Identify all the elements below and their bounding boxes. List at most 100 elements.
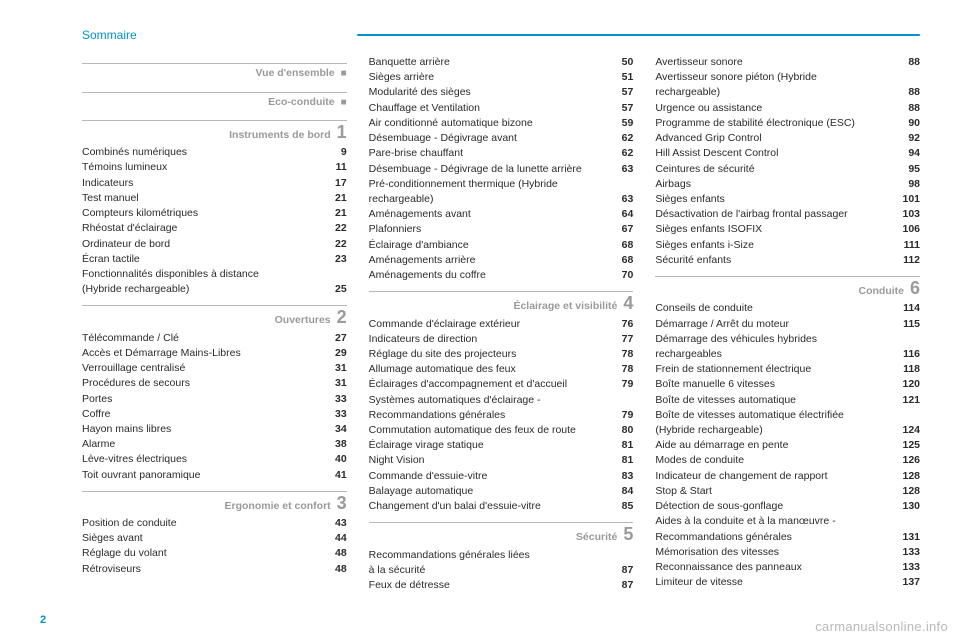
toc-label: Télécommande / Clé xyxy=(82,331,325,346)
toc-label: Hill Assist Descent Control xyxy=(655,146,898,161)
toc-row: Détection de sous-gonflage130 xyxy=(655,499,920,514)
toc-label: Commande d'éclairage extérieur xyxy=(369,317,612,332)
toc-page: 62 xyxy=(611,146,633,161)
toc-label: Airbags xyxy=(655,177,898,192)
header-title: Sommaire xyxy=(82,28,137,42)
toc-row: Réglage du site des projecteurs78 xyxy=(369,347,634,362)
toc-page: 48 xyxy=(325,562,347,577)
toc-page: 133 xyxy=(898,560,920,575)
toc-row: Verrouillage centralisé31 xyxy=(82,361,347,376)
toc-page: 22 xyxy=(325,221,347,236)
toc-label: Aide au démarrage en pente xyxy=(655,438,898,453)
toc-label: rechargeable) xyxy=(655,85,898,100)
toc-page: 116 xyxy=(898,347,920,362)
toc-label: Rhéostat d'éclairage xyxy=(82,221,325,236)
toc-row: Procédures de secours31 xyxy=(82,376,347,391)
section-divider xyxy=(82,491,347,492)
toc-row: Lève-vitres électriques40 xyxy=(82,452,347,467)
section-title: Sécurité xyxy=(576,530,617,545)
toc-row: Éclairage virage statique81 xyxy=(369,438,634,453)
toc-label: Procédures de secours xyxy=(82,376,325,391)
toc-page: 124 xyxy=(898,423,920,438)
toc-page: 21 xyxy=(325,191,347,206)
toc-label: Sécurité enfants xyxy=(655,253,898,268)
toc-label: Urgence ou assistance xyxy=(655,101,898,116)
section-title: Eco-conduite xyxy=(268,95,335,110)
toc-page: 88 xyxy=(898,85,920,100)
toc-page: 85 xyxy=(611,499,633,514)
toc-row: Test manuel21 xyxy=(82,191,347,206)
toc-row: Éclairage d'ambiance68 xyxy=(369,238,634,253)
toc-row: Réglage du volant48 xyxy=(82,546,347,561)
toc-page: 90 xyxy=(898,116,920,131)
toc-page: 92 xyxy=(898,131,920,146)
toc-row: Pare-brise chauffant62 xyxy=(369,146,634,161)
toc-col-1: Vue d'ensemble■Eco-conduite■Instruments … xyxy=(82,55,347,600)
toc-row: Banquette arrière50 xyxy=(369,55,634,70)
footer-link: carmanualsonline.info xyxy=(815,619,948,634)
toc-row: Démarrage des véhicules hybrides xyxy=(655,332,920,347)
toc-row: Sièges enfants i-Size111 xyxy=(655,238,920,253)
toc-page: 81 xyxy=(611,438,633,453)
toc-label: (Hybride rechargeable) xyxy=(655,423,898,438)
toc-label: Avertisseur sonore piéton (Hybride xyxy=(655,70,898,85)
toc-page: 31 xyxy=(325,361,347,376)
toc-label: Sièges avant xyxy=(82,531,325,546)
toc-page: 33 xyxy=(325,392,347,407)
toc-page: 48 xyxy=(325,546,347,561)
toc-row: Recommandations générales79 xyxy=(369,408,634,423)
toc-page: 114 xyxy=(898,301,920,316)
toc-page: 121 xyxy=(898,393,920,408)
toc-row: Aides à la conduite et à la manœuvre - xyxy=(655,514,920,529)
toc-label: Indicateur de changement de rapport xyxy=(655,469,898,484)
toc-label: Pré-conditionnement thermique (Hybride xyxy=(369,177,612,192)
section-number: 1 xyxy=(337,123,347,141)
toc-label: Éclairage d'ambiance xyxy=(369,238,612,253)
toc-page: 17 xyxy=(325,176,347,191)
section-number: 3 xyxy=(337,494,347,512)
section-divider xyxy=(369,522,634,523)
toc-row: Indicateur de changement de rapport128 xyxy=(655,469,920,484)
toc-page: 78 xyxy=(611,347,633,362)
toc-row: Fonctionnalités disponibles à distance xyxy=(82,267,347,282)
toc-label: Rétroviseurs xyxy=(82,562,325,577)
toc-page: 128 xyxy=(898,484,920,499)
toc-row: Hayon mains libres34 xyxy=(82,422,347,437)
toc-label: Alarme xyxy=(82,437,325,452)
toc-row: Night Vision81 xyxy=(369,453,634,468)
section-title: Conduite xyxy=(859,284,905,299)
toc-label: Modes de conduite xyxy=(655,453,898,468)
toc-row: Ceintures de sécurité95 xyxy=(655,162,920,177)
toc-row: rechargeables116 xyxy=(655,347,920,362)
toc-row: à la sécurité87 xyxy=(369,563,634,578)
toc-row: Rhéostat d'éclairage22 xyxy=(82,221,347,236)
toc-page: 112 xyxy=(898,253,920,268)
toc-label: Systèmes automatiques d'éclairage - xyxy=(369,393,612,408)
toc-row: Avertisseur sonore piéton (Hybride xyxy=(655,70,920,85)
toc-label: Reconnaissance des panneaux xyxy=(655,560,898,575)
toc-page: 27 xyxy=(325,331,347,346)
toc-page: 95 xyxy=(898,162,920,177)
section-title: Ouvertures xyxy=(275,313,331,328)
toc-page: 62 xyxy=(611,131,633,146)
toc-label: Advanced Grip Control xyxy=(655,131,898,146)
toc-label: Sièges enfants i-Size xyxy=(655,238,898,253)
toc-row: Advanced Grip Control92 xyxy=(655,131,920,146)
toc-label: Commande d'essuie-vitre xyxy=(369,469,612,484)
header-line xyxy=(357,34,920,36)
toc-page: 21 xyxy=(325,206,347,221)
section-head: Éclairage et visibilité4 xyxy=(369,294,634,314)
toc-columns: Vue d'ensemble■Eco-conduite■Instruments … xyxy=(82,55,920,600)
toc-row: Recommandations générales liées xyxy=(369,548,634,563)
section-divider xyxy=(82,120,347,121)
toc-label: (Hybride rechargeable) xyxy=(82,282,325,297)
section-divider xyxy=(82,305,347,306)
toc-label: Night Vision xyxy=(369,453,612,468)
toc-page: 44 xyxy=(325,531,347,546)
section-number: 5 xyxy=(623,525,633,543)
toc-page: 68 xyxy=(611,238,633,253)
toc-page: 29 xyxy=(325,346,347,361)
toc-page: 9 xyxy=(325,145,347,160)
toc-label: Démarrage des véhicules hybrides xyxy=(655,332,898,347)
toc-page: 79 xyxy=(611,377,633,392)
